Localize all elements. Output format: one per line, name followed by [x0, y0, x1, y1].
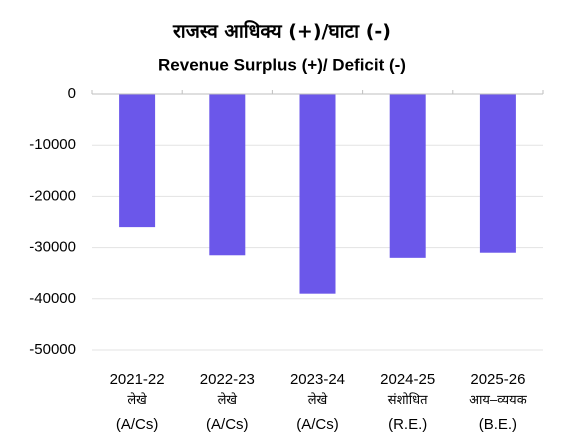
x-tick-label: 2023-24 लेखे (A/Cs) — [290, 371, 345, 433]
y-tick-label: -30000 — [29, 239, 76, 256]
bar — [209, 94, 246, 256]
y-tick-label: -20000 — [29, 187, 76, 204]
y-tick-label: -10000 — [29, 136, 76, 153]
x-tick-label: 2021-22 लेखे (A/Cs) — [110, 371, 165, 433]
y-tick-label: -40000 — [29, 290, 76, 307]
chart-title: राजस्व आधिक्य (+)/घाटा (-) — [172, 20, 391, 43]
x-tick-label: 2022-23 लेखे (A/Cs) — [200, 371, 255, 433]
bar — [119, 94, 156, 228]
bar — [299, 94, 336, 294]
chart-subtitle: Revenue Surplus (+)/ Deficit (-) — [158, 55, 406, 74]
bar — [389, 94, 426, 258]
bar — [479, 94, 516, 253]
y-tick-label: 0 — [68, 85, 76, 102]
x-tick-label: 2025-26 आय–व्ययक (B.E.) — [469, 371, 528, 433]
x-tick-label: 2024-25 संशोधित (R.E.) — [380, 371, 435, 433]
y-tick-label: -50000 — [29, 341, 76, 358]
